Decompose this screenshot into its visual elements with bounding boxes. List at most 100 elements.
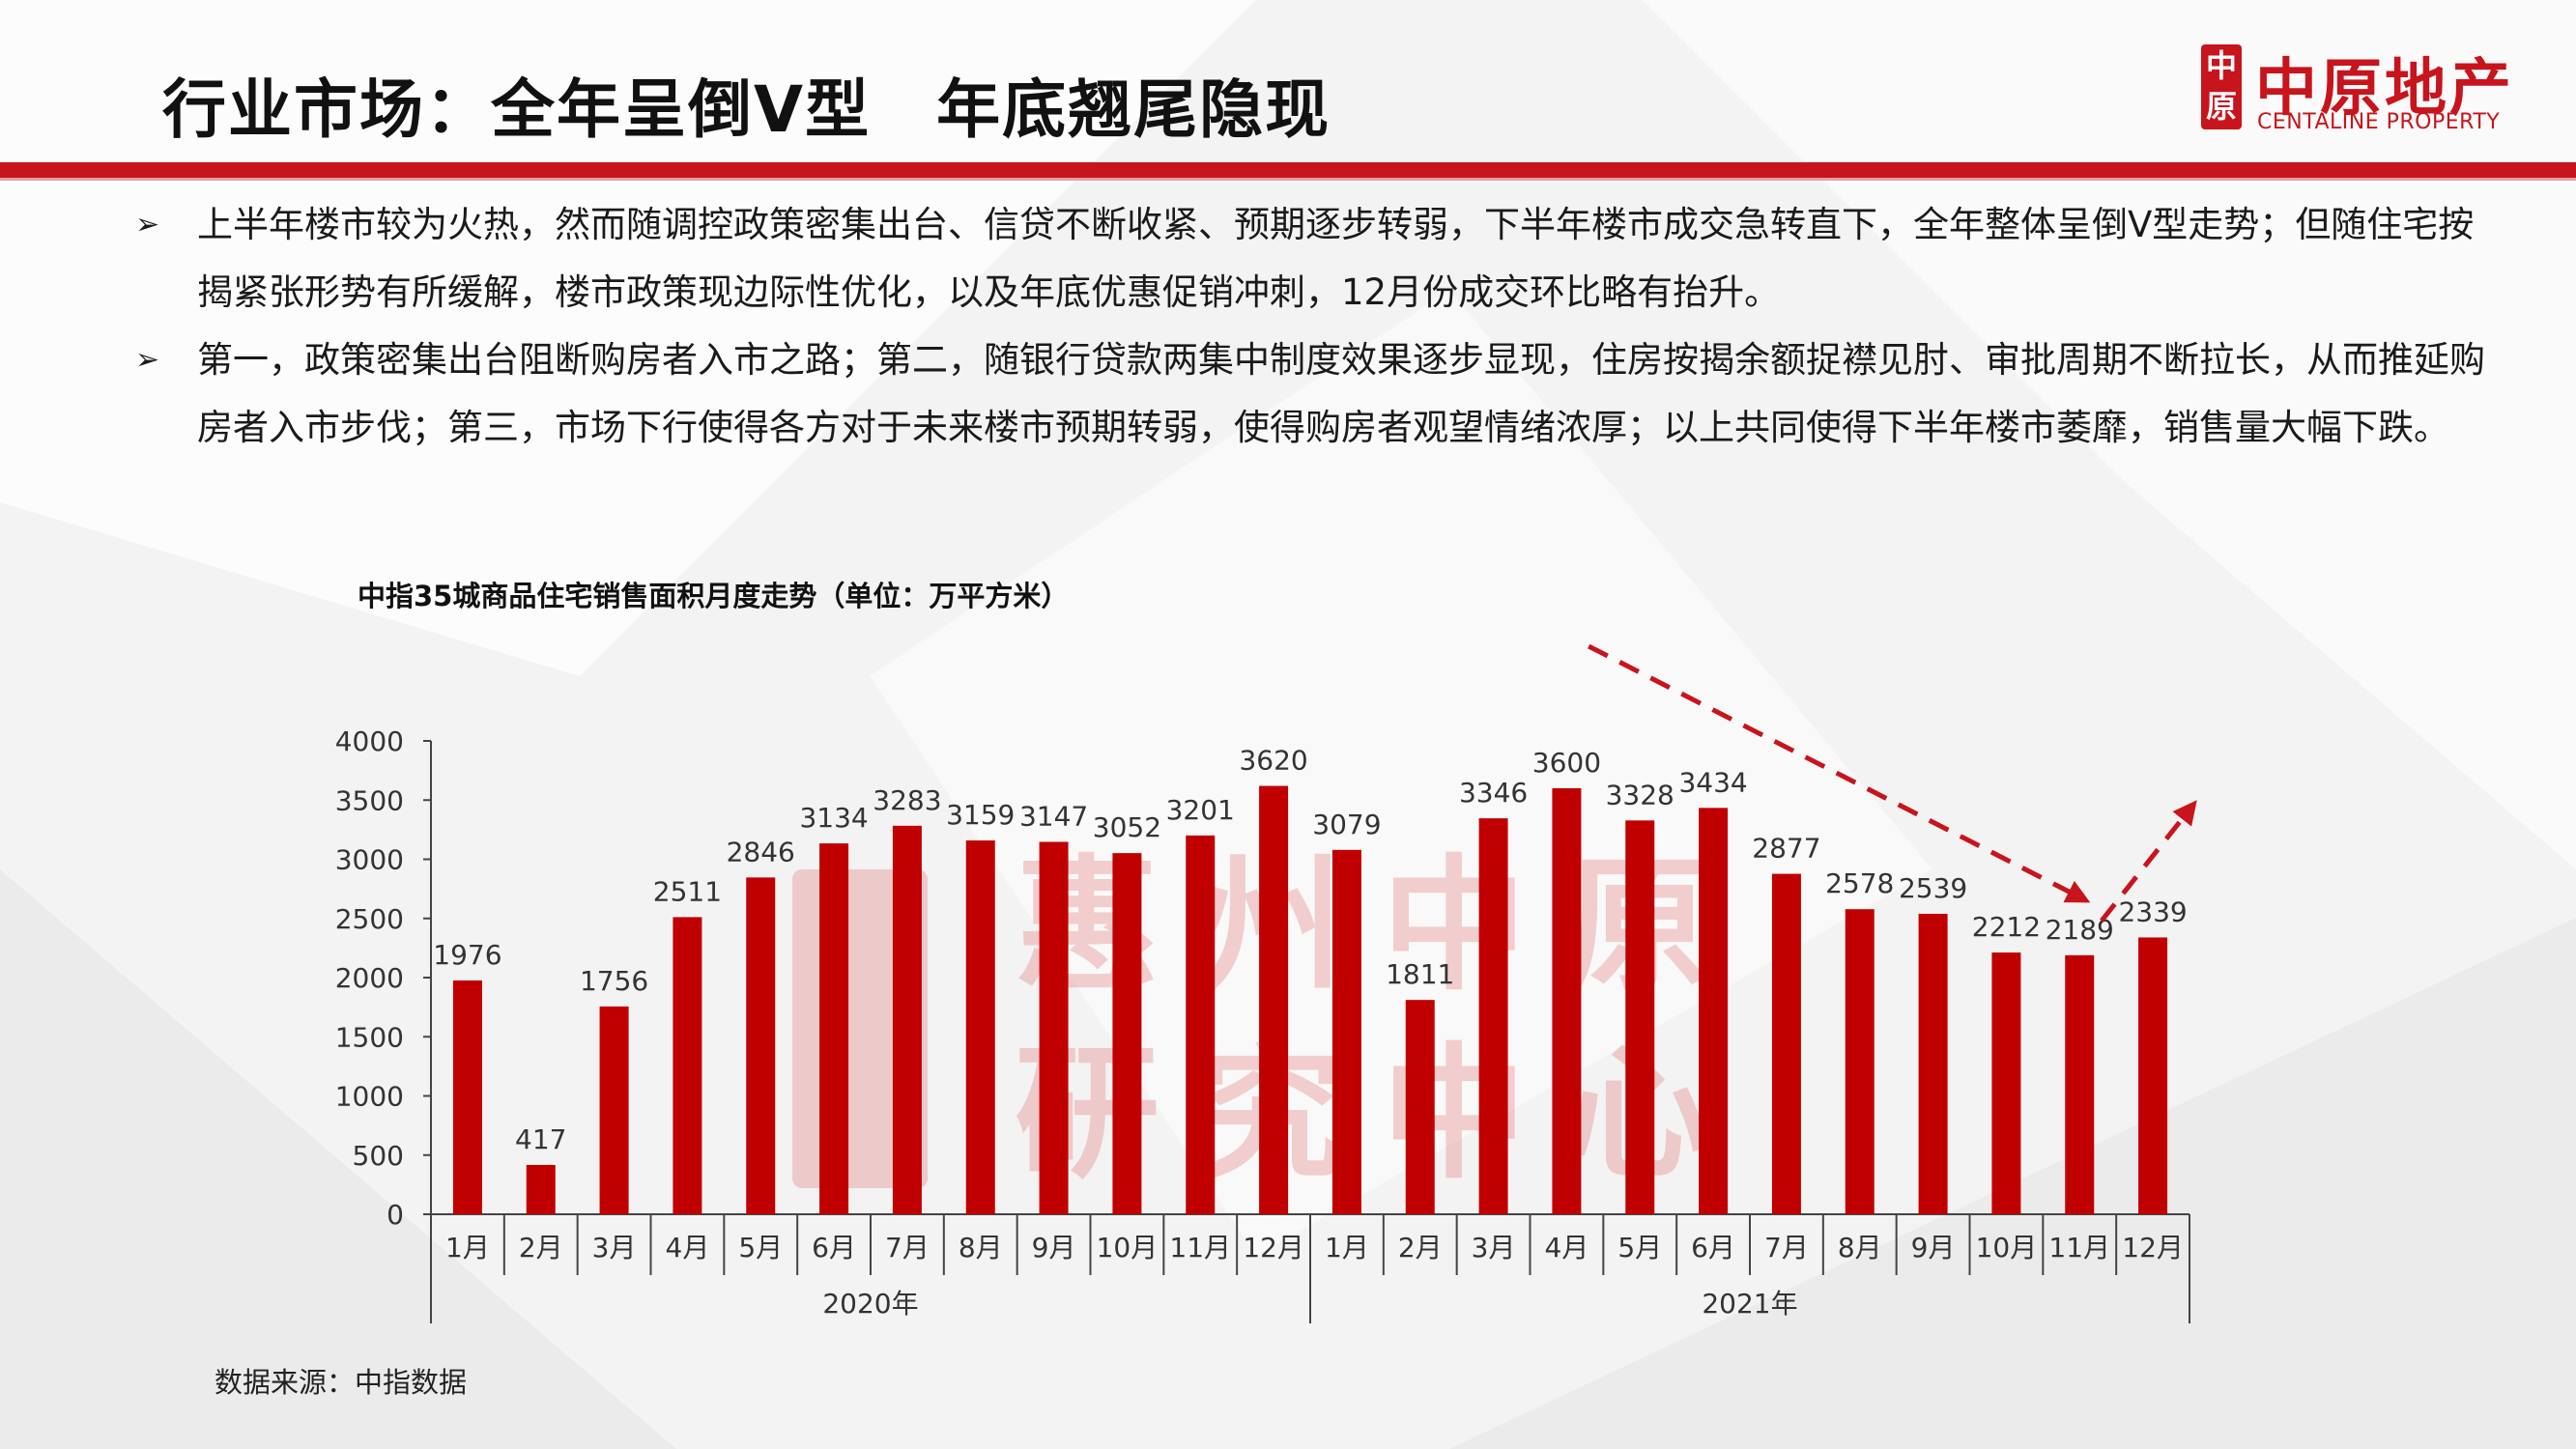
- data-label: 3283: [873, 784, 941, 816]
- data-label: 3620: [1239, 745, 1307, 777]
- bar: [1552, 788, 1582, 1214]
- logo-chinese-name: 中原地产: [2255, 53, 2514, 125]
- y-tick-label: 1500: [335, 1021, 404, 1053]
- page-title: 行业市场：全年呈倒V型 年底翘尾隐现: [162, 72, 1331, 147]
- bar: [1478, 818, 1508, 1214]
- y-tick-label: 3000: [335, 844, 404, 876]
- x-tick-label: 2月: [1398, 1232, 1443, 1264]
- bar: [673, 917, 702, 1214]
- bar: [1186, 835, 1216, 1214]
- bar: [2065, 954, 2095, 1214]
- header-divider-shadow: [0, 178, 2576, 181]
- x-tick-label: 3月: [592, 1232, 637, 1264]
- x-tick-label: 12月: [1243, 1232, 1304, 1264]
- y-tick-label: 0: [386, 1199, 404, 1231]
- logo-mark-char-1: 中: [2205, 47, 2237, 84]
- header-divider: [0, 162, 2576, 178]
- data-label: 417: [515, 1123, 566, 1155]
- data-label: 3134: [799, 802, 868, 834]
- data-label: 2578: [1825, 867, 1894, 899]
- logo-mark-char-2: 原: [2205, 88, 2237, 125]
- data-label: 3600: [1532, 747, 1601, 779]
- bar: [892, 825, 922, 1214]
- x-tick-label: 2月: [519, 1232, 563, 1264]
- y-tick-label: 3500: [335, 784, 404, 816]
- x-tick-label: 12月: [2122, 1232, 2184, 1264]
- bar: [1845, 909, 1875, 1214]
- data-label: 2511: [653, 875, 722, 907]
- bar: [1918, 913, 1948, 1214]
- bar: [599, 1006, 629, 1214]
- data-label: 1811: [1386, 958, 1454, 990]
- data-label: 2212: [1972, 911, 2041, 943]
- bullet-text: 上半年楼市较为火热，然而随调控政策密集出台、信贷不断收紧、预期逐步转弱，下半年楼…: [197, 204, 2475, 313]
- bar: [1699, 808, 1729, 1214]
- bar: [1771, 873, 1801, 1214]
- bar: [1112, 853, 1142, 1214]
- x-tick-label: 1月: [1325, 1232, 1369, 1264]
- logo-mark: 中 原: [2201, 44, 2242, 129]
- x-tick-label: 1月: [445, 1232, 490, 1264]
- data-label: 2877: [1752, 833, 1820, 865]
- x-tick-label: 8月: [959, 1232, 1003, 1264]
- x-tick-label: 10月: [1976, 1232, 2038, 1264]
- data-label: 3052: [1093, 811, 1161, 843]
- bar: [2138, 937, 2168, 1214]
- bar: [526, 1164, 556, 1214]
- data-label: 2339: [2118, 895, 2187, 927]
- bar: [1625, 820, 1655, 1214]
- data-label: 3346: [1459, 777, 1528, 809]
- x-tick-label: 9月: [1032, 1232, 1076, 1264]
- bar: [1991, 952, 2021, 1214]
- group-label: 2021年: [1702, 1288, 1797, 1320]
- x-tick-label: 9月: [1911, 1232, 1956, 1264]
- y-tick-label: 4000: [335, 725, 404, 757]
- data-label: 3328: [1606, 779, 1674, 810]
- trend-arrow-1: [1588, 643, 2091, 903]
- x-tick-label: 7月: [1764, 1232, 1809, 1264]
- bullet-arrow-icon: ➢: [135, 343, 160, 377]
- bullet-arrow-icon: ➢: [135, 208, 160, 242]
- data-label: 3079: [1312, 809, 1381, 840]
- bar: [1331, 849, 1361, 1214]
- y-tick-label: 2000: [335, 962, 404, 994]
- x-tick-label: 11月: [2048, 1232, 2110, 1264]
- y-tick-label: 1000: [335, 1081, 404, 1113]
- x-tick-label: 4月: [1545, 1232, 1589, 1264]
- data-label: 1756: [580, 965, 648, 997]
- data-label: 3201: [1166, 794, 1235, 826]
- bar: [1405, 1000, 1435, 1214]
- data-label: 2846: [727, 836, 795, 867]
- bar: [746, 877, 776, 1214]
- x-tick-label: 6月: [812, 1232, 856, 1264]
- bullet-text: 第一，政策密集出台阻断购房者入市之路；第二，随银行贷款两集中制度效果逐步显现，住…: [197, 339, 2485, 448]
- company-logo: 中 原 中原地产 CENTALINE PROPERTY: [2201, 39, 2511, 139]
- bar: [965, 840, 995, 1214]
- x-tick-label: 10月: [1097, 1232, 1159, 1264]
- bar: [1039, 841, 1069, 1214]
- x-tick-label: 6月: [1691, 1232, 1735, 1264]
- data-label: 2539: [1899, 872, 1967, 904]
- logo-english-name: CENTALINE PROPERTY: [2257, 110, 2501, 134]
- y-tick-label: 500: [353, 1140, 404, 1172]
- y-tick-label: 2500: [335, 903, 404, 935]
- x-tick-label: 3月: [1472, 1232, 1516, 1264]
- data-label: 3434: [1678, 766, 1747, 798]
- x-tick-label: 8月: [1838, 1232, 1882, 1264]
- bar: [819, 843, 849, 1214]
- data-label: 3147: [1019, 800, 1088, 832]
- x-tick-label: 5月: [738, 1232, 783, 1264]
- bar: [452, 980, 482, 1214]
- x-tick-label: 4月: [666, 1232, 710, 1264]
- chart-title: 中指35城商品住宅销售面积月度走势（单位：万平方米）: [358, 580, 1070, 612]
- group-label: 2020年: [822, 1288, 918, 1320]
- x-tick-label: 11月: [1169, 1232, 1231, 1264]
- data-source-note: 数据来源：中指数据: [215, 1366, 468, 1399]
- x-tick-label: 5月: [1617, 1232, 1662, 1264]
- data-label: 3159: [946, 799, 1015, 831]
- data-label: 1976: [433, 939, 501, 971]
- trend-arrow-2: [2100, 800, 2197, 923]
- bar: [1259, 785, 1289, 1214]
- x-tick-label: 7月: [885, 1232, 930, 1264]
